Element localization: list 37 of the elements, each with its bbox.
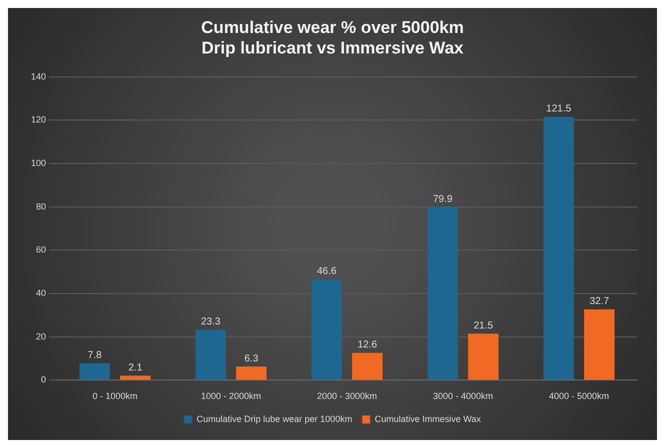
bar (584, 309, 615, 380)
bar (120, 376, 151, 380)
y-tick-label: 40 (36, 288, 46, 298)
legend-label: Cumulative Drip lube wear per 1000km (196, 414, 352, 424)
y-tick-label: 80 (36, 201, 46, 212)
data-label: 12.6 (358, 340, 378, 351)
y-tick-label: 140 (30, 71, 46, 82)
x-tick-label: 3000 - 4000km (432, 391, 494, 402)
text: Cumulative wear % over 5000km (201, 18, 464, 37)
bar (236, 366, 267, 380)
data-label: 79.9 (432, 194, 453, 205)
x-tick-label: 1000 - 2000km (200, 391, 262, 402)
bar (468, 334, 499, 380)
y-tick-label: 60 (36, 244, 46, 255)
text: Drip lubricant vs Immersive Wax (201, 38, 464, 58)
data-label: 6.3 (244, 353, 259, 364)
data-label: 32.7 (590, 296, 610, 308)
data-label: 46.6 (316, 266, 337, 277)
data-label: 2.1 (128, 362, 143, 374)
x-tick-label: 2000 - 3000km (316, 391, 378, 402)
y-tick-label: 20 (36, 331, 46, 342)
data-label: 21.5 (474, 320, 494, 332)
bar (543, 116, 574, 380)
legend-label: Cumulative Immesive Wax (374, 414, 482, 424)
data-label: 7.8 (88, 350, 102, 362)
data-label: 121.5 (546, 104, 572, 115)
bar (79, 363, 110, 380)
bar (352, 352, 383, 380)
y-tick-label: 120 (30, 114, 46, 125)
y-tick-label: 100 (30, 158, 46, 168)
y-tick-label: 0 (41, 374, 46, 385)
x-tick-label: 0 - 1000km (92, 391, 138, 402)
bar (311, 279, 342, 380)
data-label: 23.3 (200, 316, 221, 328)
bar (195, 330, 226, 380)
x-tick-label: 4000 - 5000km (548, 391, 610, 402)
bar (427, 207, 458, 380)
